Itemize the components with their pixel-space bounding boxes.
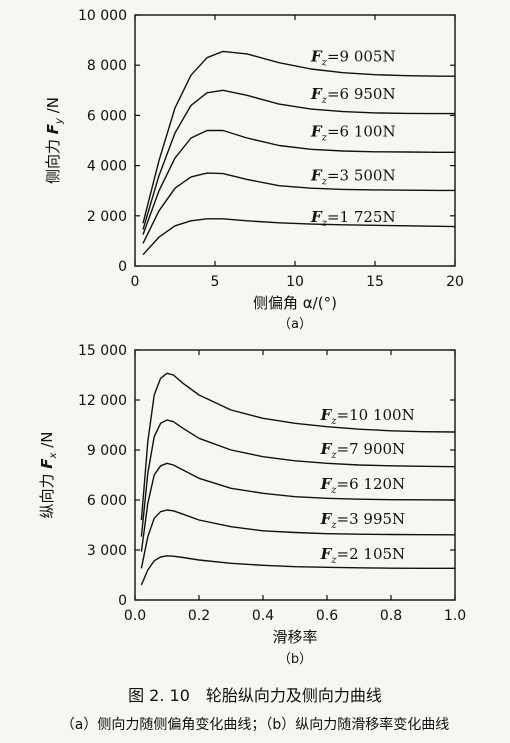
y-axis-title-symbol: F: [44, 123, 62, 134]
x-tick-label: 0.6: [316, 608, 338, 624]
y-tick-label: 3 000: [87, 543, 127, 559]
series-label-symbol: F: [320, 406, 333, 424]
series-label-value: =9 005N: [327, 47, 396, 65]
series-label-subscript: z: [330, 485, 337, 496]
x-tick-label: 1.0: [444, 608, 466, 624]
series-label-symbol: F: [310, 47, 323, 65]
series-label: Fz=2 105N: [320, 545, 406, 566]
series-label-subscript: z: [330, 555, 337, 566]
y-axis-title: 纵向力 Fx /N: [38, 432, 59, 519]
series-label: Fz=3 500N: [310, 167, 396, 188]
series-line: [142, 218, 456, 256]
y-tick-label: 4 000: [87, 159, 127, 175]
series-label-value: =3 995N: [337, 510, 406, 528]
series-label: Fz=9 005N: [310, 47, 396, 68]
series-line: [140, 419, 456, 537]
series-label: Fz=6 950N: [310, 85, 396, 106]
x-tick-label: 5: [211, 274, 220, 290]
y-axis-title-subscript: x: [48, 452, 59, 459]
series-label: Fz=6 120N: [320, 475, 406, 496]
series-label-symbol: F: [320, 475, 333, 493]
series-line: [142, 172, 455, 244]
y-tick-label: 9 000: [87, 443, 127, 459]
y-axis-title-suffix: /N: [38, 432, 56, 453]
series-label: Fz=6 100N: [310, 123, 396, 144]
plot-frame: [134, 349, 456, 601]
plot-frame: [134, 14, 456, 267]
x-tick-label: 0.4: [252, 608, 274, 624]
x-tick-label: 10: [286, 274, 304, 290]
y-tick-label: 2 000: [87, 209, 127, 225]
series-label: Fz=10 100N: [320, 406, 415, 427]
series-line: [142, 50, 455, 224]
x-tick-label: 0.8: [380, 608, 402, 624]
series-label-value: =6 120N: [337, 475, 406, 493]
chart-panel-b: 0.0 0.2 0.4 0.6 0.8 1.0 0 3 000 6 000 9 000 12 000…: [38, 343, 466, 667]
series-label-symbol: F: [310, 167, 323, 185]
y-tick-label: 12 000: [78, 393, 127, 409]
x-tick-label: 0.2: [188, 608, 210, 624]
series-label-value: =3 500N: [327, 167, 396, 185]
y-tick-label: 0: [118, 259, 127, 275]
series-label-symbol: F: [310, 123, 323, 141]
series-line: [142, 89, 455, 230]
x-tick-label: 0.0: [124, 608, 146, 624]
series-label-subscript: z: [330, 450, 337, 461]
series-label-symbol: F: [320, 510, 333, 528]
series-line: [142, 129, 455, 235]
series-label-symbol: F: [310, 208, 323, 226]
series-label: Fz=1 725N: [310, 208, 396, 229]
x-tick-label: 0: [131, 274, 140, 290]
series-line: [140, 555, 455, 586]
series-label: Fz=3 995N: [320, 510, 406, 531]
series-label-symbol: F: [310, 85, 323, 103]
y-axis-title-suffix: /N: [44, 97, 62, 118]
y-axis-title-prefix: 纵向力: [38, 469, 56, 519]
series-label-subscript: z: [321, 177, 328, 188]
panel-caption: （b）: [278, 652, 312, 667]
y-tick-label: 10 000: [78, 8, 127, 24]
series-label-value: =7 900N: [337, 440, 406, 458]
series-line: [140, 372, 456, 521]
y-axis-title-prefix: 侧向力: [44, 134, 62, 184]
y-tick-label: 8 000: [87, 58, 127, 74]
series-label-subscript: z: [321, 95, 328, 106]
series-label-subscript: z: [321, 57, 328, 68]
x-tick-label: 20: [446, 274, 464, 290]
y-tick-label: 15 000: [78, 343, 127, 359]
series-line: [140, 462, 456, 552]
y-axis-title-subscript: y: [54, 117, 65, 125]
series-label-value: =1 725N: [327, 208, 396, 226]
series-label-symbol: F: [320, 545, 333, 563]
series-label: Fz=7 900N: [320, 440, 406, 461]
x-tick-label: 15: [366, 274, 384, 290]
series-label-value: =6 950N: [327, 85, 396, 103]
y-axis-title-symbol: F: [38, 458, 56, 469]
y-tick-label: 6 000: [87, 108, 127, 124]
series-label-symbol: F: [320, 440, 333, 458]
y-tick-label: 6 000: [87, 493, 127, 509]
x-axis-title: 滑移率: [272, 628, 317, 646]
series-label-value: =6 100N: [327, 123, 396, 141]
series-label-value: =2 105N: [337, 545, 406, 563]
series-line: [140, 509, 456, 569]
y-axis-title: 侧向力 Fy /N: [44, 97, 65, 184]
x-axis-title: 侧偏角 α/(°): [253, 294, 337, 312]
y-tick-label: 0: [118, 593, 127, 609]
series-label-value: =10 100N: [337, 406, 415, 424]
series-label-subscript: z: [330, 520, 337, 531]
panel-caption: （a）: [278, 317, 312, 332]
figure-caption: 图 2. 10 轮胎纵向力及侧向力曲线: [128, 686, 382, 705]
series-label-subscript: z: [321, 218, 328, 229]
figure-subcaption: （a）侧向力随侧偏角变化曲线；（b）纵向力随滑移率变化曲线: [60, 717, 450, 733]
series-label-subscript: z: [321, 133, 328, 144]
series-label-subscript: z: [330, 416, 337, 427]
